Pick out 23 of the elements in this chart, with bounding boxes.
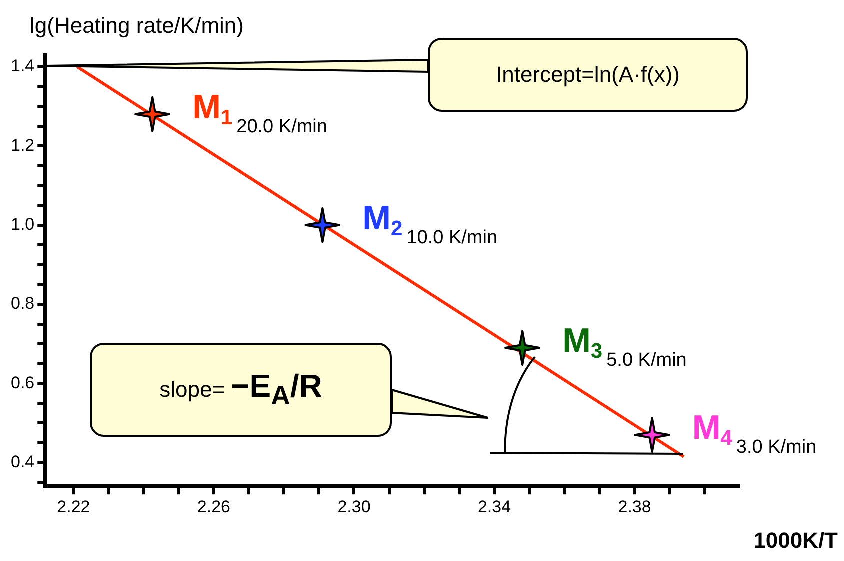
x-tick-label: 2.38 <box>618 497 652 516</box>
annotation: 5.0 K/min <box>606 350 687 372</box>
x-tick-label: 2.22 <box>57 497 90 516</box>
annotation: 10.0 K/min <box>406 227 498 248</box>
y-tick-label: 0.4 <box>10 452 35 472</box>
x-tick-label: 2.26 <box>197 497 231 516</box>
y-tick-label: 1.0 <box>10 214 35 234</box>
point <box>504 330 541 366</box>
point <box>634 417 670 454</box>
annotation: slope= −E$_{A}$/R <box>160 368 322 412</box>
annotation: Intercept=ln(A·f(x)) <box>428 38 748 112</box>
annotation: 20.0 K/min <box>236 116 328 138</box>
point <box>134 96 171 132</box>
x-tick-label: 2.30 <box>338 497 371 516</box>
y-tick-label: 0.8 <box>10 294 35 314</box>
x-tick-label: 2.34 <box>478 497 512 516</box>
point <box>304 207 341 244</box>
y-axis-title: lg(Heating rate/K/min) <box>30 13 244 38</box>
y-tick-label: 0.6 <box>10 373 35 392</box>
y-tick-label: 1.4 <box>10 56 35 76</box>
y-tick-label: 1.2 <box>10 136 35 155</box>
annotation: 3.0 K/min <box>736 437 817 458</box>
x-axis-title: 1000K/T <box>754 528 839 553</box>
